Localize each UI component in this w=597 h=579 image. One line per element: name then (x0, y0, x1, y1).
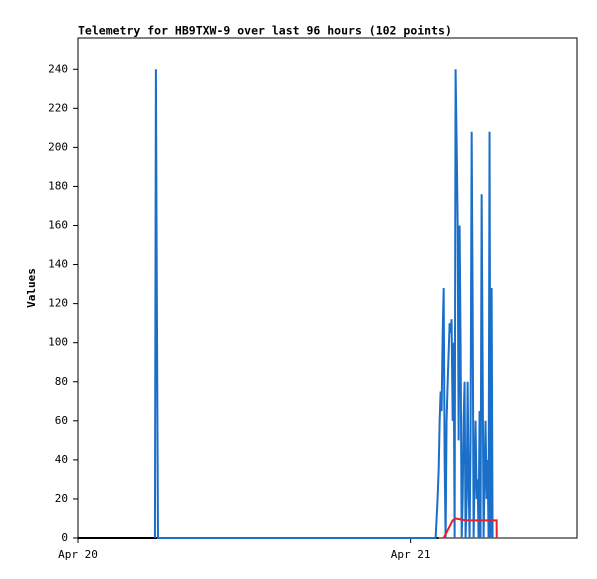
y-tick-label: 240 (48, 62, 68, 75)
y-tick-label: 140 (48, 258, 68, 271)
chart-title: Telemetry for HB9TXW-9 over last 96 hour… (78, 24, 452, 38)
x-tick-label: Apr 21 (391, 548, 431, 561)
y-tick-label: 200 (48, 140, 68, 153)
y-tick-label: 180 (48, 179, 68, 192)
y-tick-label: 60 (55, 414, 68, 427)
x-tick-label: Apr 20 (58, 548, 98, 561)
y-tick-label: 120 (48, 297, 68, 310)
series-line (153, 69, 494, 539)
y-tick-label: 40 (55, 453, 68, 466)
y-axis-label: Values (25, 268, 38, 308)
y-tick-label: 20 (55, 492, 68, 505)
y-tick-label: 220 (48, 101, 68, 114)
y-tick-label: 80 (55, 375, 68, 388)
y-tick-label: 100 (48, 336, 68, 349)
y-tick-label: 160 (48, 219, 68, 232)
y-tick-label: 0 (61, 531, 68, 544)
series-line (442, 517, 498, 539)
